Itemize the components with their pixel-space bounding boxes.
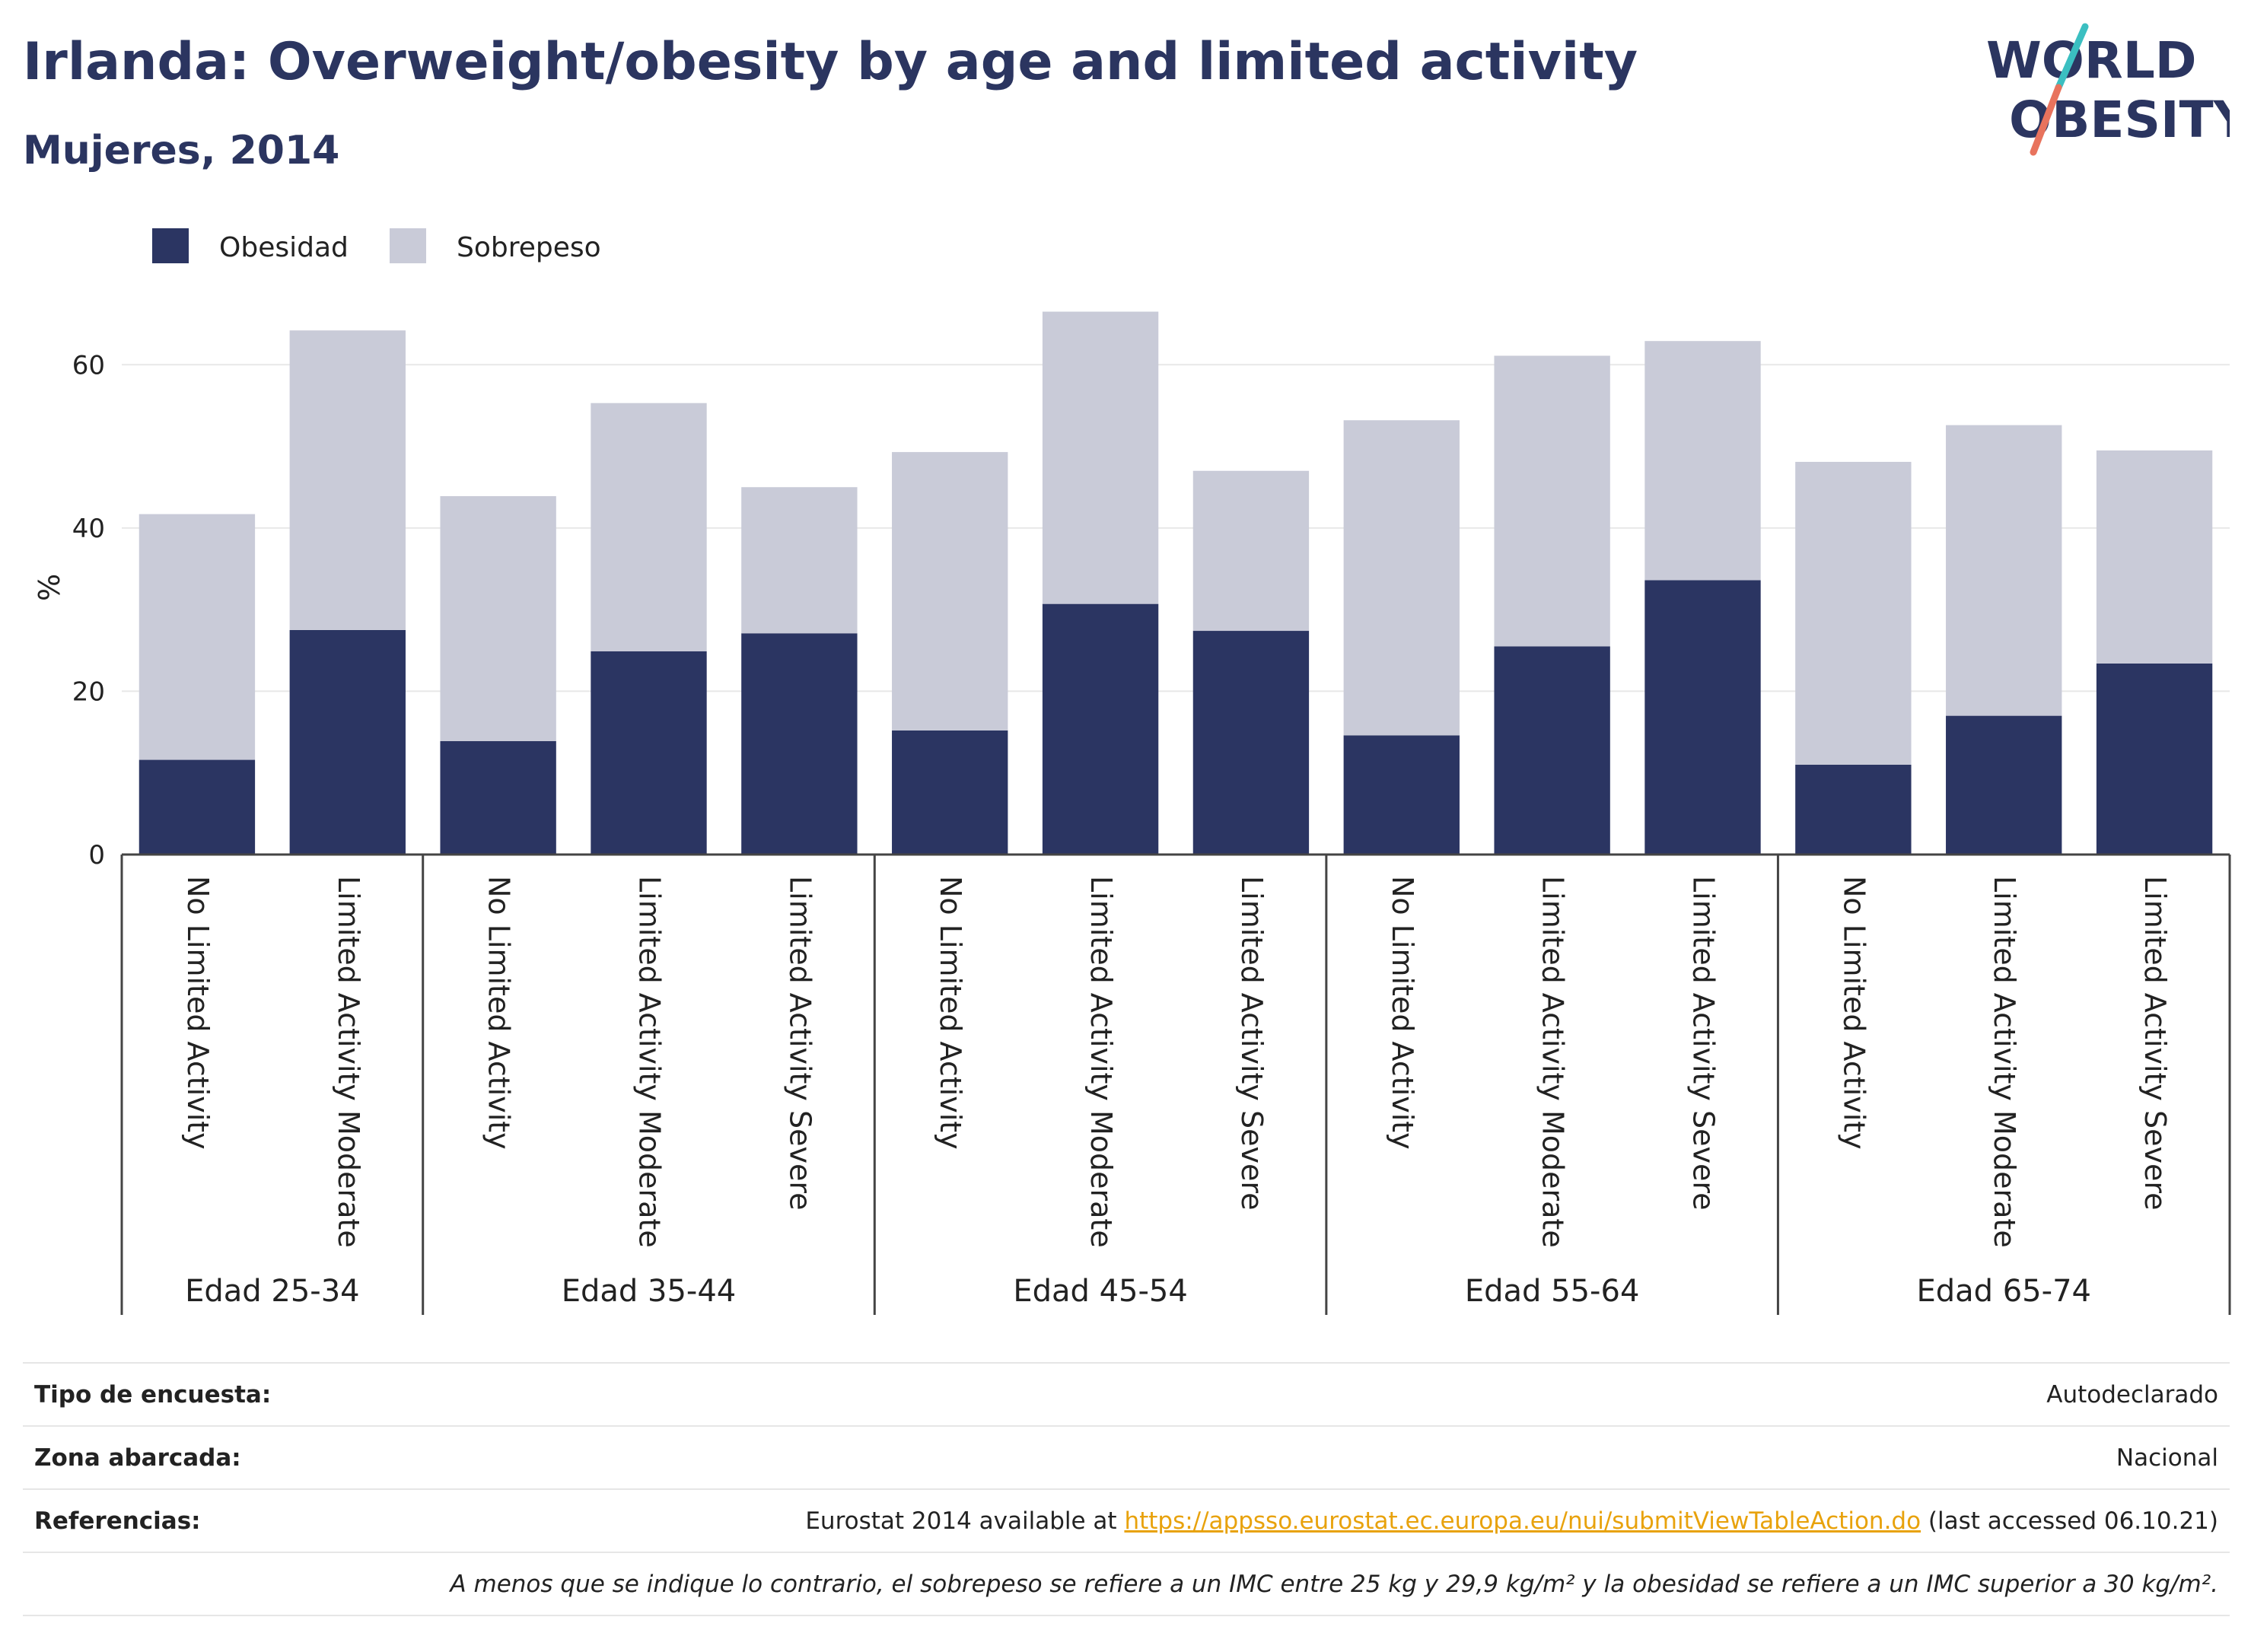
x-category-label: Limited Activity Moderate bbox=[1536, 876, 1570, 1248]
bar-obesity bbox=[440, 740, 556, 855]
chart-subtitle: Mujeres, 2014 bbox=[23, 128, 340, 173]
logo-slash-teal bbox=[2055, 23, 2089, 91]
bar-overweight bbox=[741, 487, 858, 634]
bar-obesity bbox=[1795, 764, 1912, 855]
y-axis-title: % bbox=[33, 574, 66, 601]
bar-obesity bbox=[1042, 603, 1159, 855]
bar-obesity bbox=[741, 633, 858, 855]
x-category-label: No Limited Activity bbox=[934, 876, 967, 1150]
bar-overweight bbox=[1795, 461, 1912, 765]
bar-overweight bbox=[1494, 355, 1610, 647]
legend-label-overweight: Sobrepeso bbox=[457, 232, 601, 263]
references-value: Eurostat 2014 available at https://appss… bbox=[578, 1488, 2230, 1552]
x-category-label: Limited Activity Moderate bbox=[633, 876, 667, 1248]
x-category-label: Limited Activity Moderate bbox=[1988, 876, 2021, 1248]
legend-swatch-overweight bbox=[390, 228, 426, 263]
logo-line1: WORLD bbox=[1986, 31, 2197, 90]
references-suffix: (last accessed 06.10.21) bbox=[1921, 1507, 2218, 1535]
x-group-label: Edad 55-64 bbox=[1465, 1274, 1640, 1309]
x-group-label: Edad 35-44 bbox=[562, 1274, 737, 1309]
x-category-label: Limited Activity Severe bbox=[1235, 876, 1269, 1211]
bar-obesity bbox=[1192, 631, 1310, 855]
info-row-area: Zona abarcada: Nacional bbox=[23, 1425, 2230, 1489]
area-label: Zona abarcada: bbox=[23, 1425, 578, 1489]
y-tick-label: 40 bbox=[72, 514, 105, 544]
bar-obesity bbox=[1494, 646, 1610, 855]
bar-overweight bbox=[440, 496, 556, 741]
bar-obesity bbox=[1644, 580, 1761, 855]
bar-overweight bbox=[591, 403, 707, 651]
x-category-label: No Limited Activity bbox=[1386, 876, 1419, 1150]
info-table: Tipo de encuesta: Autodeclarado Zona aba… bbox=[23, 1362, 2230, 1616]
area-value: Nacional bbox=[578, 1425, 2230, 1489]
info-row-note: A menos que se indique lo contrario, el … bbox=[23, 1552, 2230, 1616]
bar-overweight bbox=[1644, 341, 1761, 581]
bar-obesity bbox=[1343, 735, 1460, 855]
legend: Obesidad Sobrepeso bbox=[152, 228, 601, 263]
x-group-label: Edad 65-74 bbox=[1916, 1274, 2091, 1309]
chart-title: Irlanda: Overweight/obesity by age and l… bbox=[23, 32, 1638, 92]
bar-obesity bbox=[289, 629, 406, 855]
references-prefix: Eurostat 2014 available at bbox=[805, 1507, 1125, 1535]
x-category-label: Limited Activity Moderate bbox=[332, 876, 365, 1248]
bar-obesity bbox=[892, 730, 1008, 855]
references-label: Referencias: bbox=[23, 1488, 578, 1552]
x-group-label: Edad 45-54 bbox=[1013, 1274, 1188, 1309]
info-row-survey-type: Tipo de encuesta: Autodeclarado bbox=[23, 1362, 2230, 1426]
legend-swatch-obesity bbox=[152, 228, 189, 263]
bar-obesity bbox=[591, 651, 707, 855]
bar-overweight bbox=[138, 514, 256, 760]
legend-label-obesity: Obesidad bbox=[219, 232, 349, 263]
survey-type-label: Tipo de encuesta: bbox=[23, 1362, 578, 1426]
definition-note: A menos que se indique lo contrario, el … bbox=[23, 1552, 2230, 1616]
survey-type-value: Autodeclarado bbox=[578, 1362, 2230, 1426]
y-tick-label: 60 bbox=[72, 350, 105, 380]
x-category-label: No Limited Activity bbox=[482, 876, 516, 1150]
bar-obesity bbox=[1946, 715, 2062, 855]
bar-obesity bbox=[2096, 663, 2213, 855]
y-tick-label: 20 bbox=[72, 676, 105, 707]
world-obesity-logo: WORLD OBESITY bbox=[1986, 23, 2230, 156]
bar-overweight bbox=[1343, 420, 1460, 736]
x-group-label: Edad 25-34 bbox=[185, 1274, 360, 1309]
references-link[interactable]: https://appsso.eurostat.ec.europa.eu/nui… bbox=[1124, 1507, 1921, 1535]
logo-slash-coral bbox=[2030, 84, 2062, 156]
bar-overweight bbox=[2096, 450, 2213, 664]
x-category-label: Limited Activity Moderate bbox=[1084, 876, 1118, 1248]
info-row-references: Referencias: Eurostat 2014 available at … bbox=[23, 1488, 2230, 1552]
bar-overweight bbox=[1042, 311, 1159, 604]
bar-overweight bbox=[289, 330, 406, 630]
x-category-label: No Limited Activity bbox=[1837, 876, 1871, 1150]
bar-overweight bbox=[892, 452, 1008, 731]
x-category-label: Limited Activity Severe bbox=[783, 876, 817, 1211]
y-tick-label: 0 bbox=[88, 840, 105, 871]
bar-overweight bbox=[1192, 470, 1310, 632]
x-category-label: Limited Activity Severe bbox=[2138, 876, 2172, 1211]
x-category-label: No Limited Activity bbox=[181, 876, 215, 1150]
bar-overweight bbox=[1946, 425, 2062, 716]
x-category-label: Limited Activity Severe bbox=[1687, 876, 1721, 1211]
chart: Obesidad Sobrepeso % 0 20 40 60 No Limited A… bbox=[33, 228, 2231, 1315]
bar-obesity bbox=[138, 759, 256, 855]
